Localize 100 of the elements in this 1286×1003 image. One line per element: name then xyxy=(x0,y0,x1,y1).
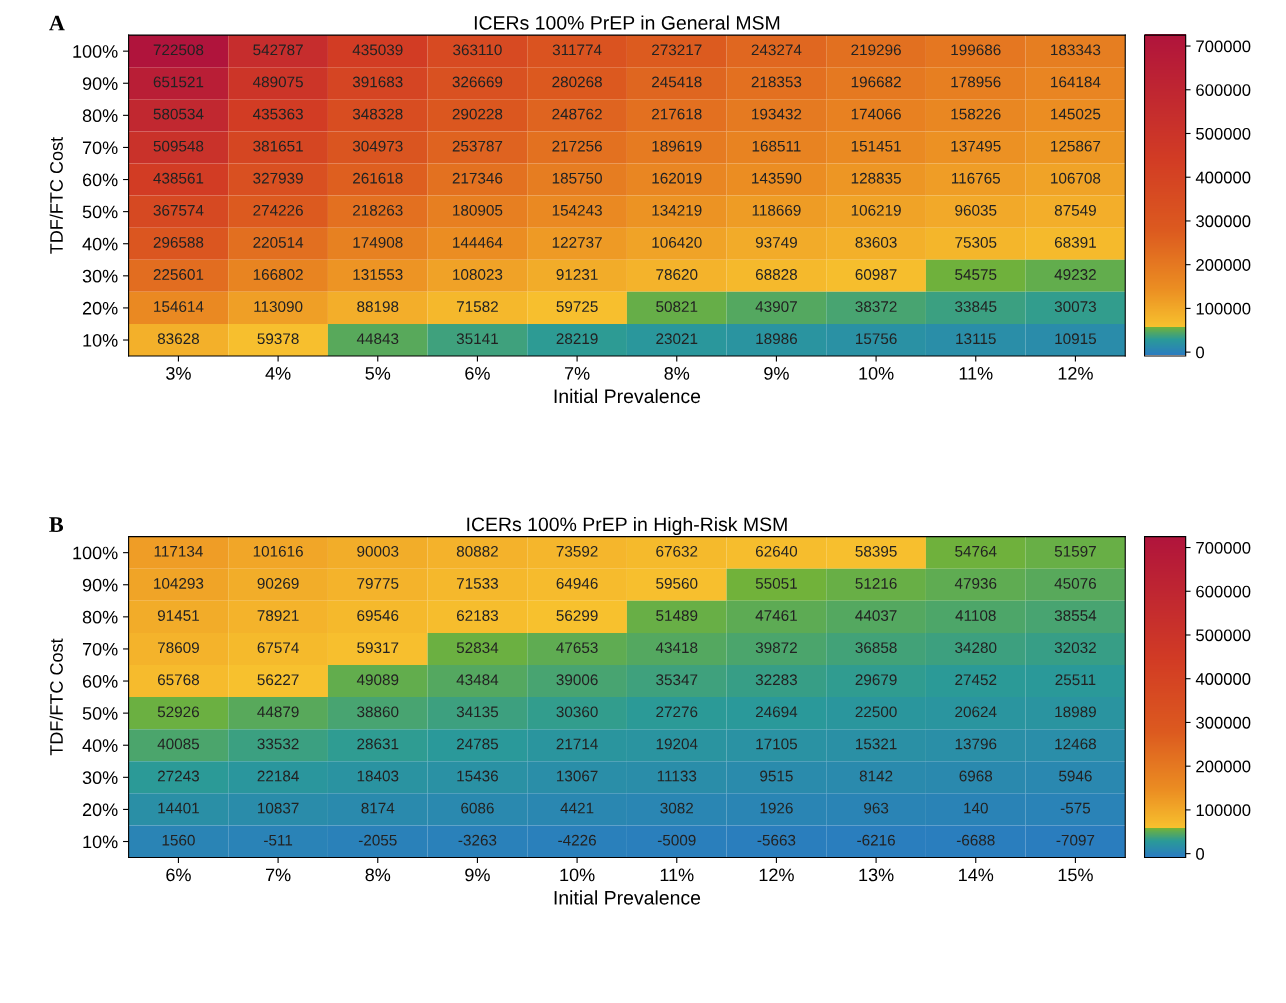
data-label: 225601 xyxy=(153,269,204,280)
data-label: 435363 xyxy=(252,108,303,120)
data-label: 6086 xyxy=(461,802,494,814)
data-label: 220514 xyxy=(253,237,304,248)
data-label: 44879 xyxy=(257,706,299,718)
data-label: 64946 xyxy=(556,578,598,589)
data-label: 47461 xyxy=(755,610,797,621)
data-label: 22500 xyxy=(855,706,897,718)
data-label: 106420 xyxy=(652,237,702,248)
x-tick-label: 4% xyxy=(265,367,291,380)
x-tick-label: 6% xyxy=(465,366,490,380)
data-label: 174066 xyxy=(851,108,901,120)
data-label: 311774 xyxy=(552,44,602,56)
data-label: 52926 xyxy=(157,706,199,718)
data-label: 18986 xyxy=(756,333,797,345)
data-label: 185750 xyxy=(552,172,602,184)
data-label: -2055 xyxy=(358,834,397,846)
data-label: 438561 xyxy=(153,172,204,184)
data-label: 88198 xyxy=(357,301,399,313)
data-label: 6968 xyxy=(959,770,993,782)
data-label: 44037 xyxy=(855,610,897,621)
data-label: 13067 xyxy=(557,770,598,782)
color-bar-label: 200000 xyxy=(1196,259,1251,271)
x-tick-label: 8% xyxy=(664,366,690,380)
data-label: 43907 xyxy=(755,301,797,313)
data-label: 8174 xyxy=(361,802,395,814)
data-label: 217346 xyxy=(452,172,503,184)
data-label: 18989 xyxy=(1055,706,1096,718)
data-label: 75305 xyxy=(955,237,997,248)
data-label: 15321 xyxy=(856,738,897,750)
data-label: 12468 xyxy=(1055,738,1096,750)
data-label: 52834 xyxy=(456,642,499,654)
data-label: 381651 xyxy=(253,140,303,152)
data-label: -7097 xyxy=(1056,834,1095,846)
y-tick-label: 60% xyxy=(82,674,118,688)
y-tick-label: 90% xyxy=(82,77,118,90)
data-label: -5663 xyxy=(757,834,796,846)
x-tick-label: 13% xyxy=(859,868,894,882)
data-label: 28219 xyxy=(556,333,598,345)
data-label: -3263 xyxy=(458,834,497,846)
x-tick-label: 15% xyxy=(1058,868,1093,882)
data-label: 39006 xyxy=(556,674,598,686)
data-label: 17105 xyxy=(756,738,798,750)
data-label: 183343 xyxy=(1051,44,1101,56)
data-label: 489075 xyxy=(252,76,303,88)
data-label: 154243 xyxy=(552,204,602,216)
data-label: 11133 xyxy=(657,770,697,782)
data-label: 15436 xyxy=(457,770,498,782)
data-label: 69546 xyxy=(357,610,399,621)
x-axis-title: Initial Prevalence xyxy=(554,890,701,905)
data-label: 219296 xyxy=(851,44,901,56)
data-label: 106219 xyxy=(851,204,901,216)
data-label: 59378 xyxy=(257,333,299,345)
data-label: 326669 xyxy=(452,76,503,88)
data-label: 54764 xyxy=(955,545,997,557)
data-label: 391683 xyxy=(352,76,403,88)
x-tick-label: 3% xyxy=(166,366,191,380)
data-label: 68828 xyxy=(755,269,797,280)
data-label: 162019 xyxy=(652,172,702,184)
data-label: 280268 xyxy=(552,76,602,88)
data-label: 39872 xyxy=(755,642,797,654)
y-tick-label: 80% xyxy=(82,610,118,624)
data-label: 33532 xyxy=(257,738,299,750)
data-label: 36858 xyxy=(855,642,897,654)
data-label: 131553 xyxy=(353,269,403,280)
data-label: 18403 xyxy=(357,770,399,782)
data-label: 58395 xyxy=(855,545,897,557)
data-label: -575 xyxy=(1060,802,1091,814)
data-label: 27243 xyxy=(157,770,199,782)
data-label: 140 xyxy=(964,802,988,814)
y-tick-label: 10% xyxy=(83,333,118,347)
data-label: 24694 xyxy=(755,706,798,718)
color-bar-label: 700000 xyxy=(1196,40,1251,53)
x-tick-label: 9% xyxy=(764,366,789,380)
data-label: 193432 xyxy=(752,108,802,120)
data-label: 327939 xyxy=(253,172,303,184)
data-label: 40085 xyxy=(157,738,200,750)
data-label: 71533 xyxy=(456,578,498,589)
data-label: 80882 xyxy=(456,545,498,557)
data-label: 435039 xyxy=(352,44,403,56)
data-label: 44843 xyxy=(356,333,399,345)
data-label: 30073 xyxy=(1054,301,1096,313)
y-tick-label: 80% xyxy=(82,109,118,123)
data-label: -6216 xyxy=(857,834,895,846)
data-label: 125867 xyxy=(1051,140,1101,152)
data-label: 51597 xyxy=(1054,545,1096,557)
data-label: 14401 xyxy=(158,802,199,814)
y-tick-label: 50% xyxy=(82,707,118,720)
y-tick-label: 20% xyxy=(82,803,118,817)
data-label: 83628 xyxy=(157,333,200,345)
data-label: -4226 xyxy=(558,834,596,846)
data-label: 348328 xyxy=(352,108,403,120)
data-label: 91451 xyxy=(157,610,199,621)
data-label: 34280 xyxy=(955,642,997,654)
y-tick-label: 90% xyxy=(82,578,118,592)
data-label: 168511 xyxy=(752,140,801,152)
data-label: 35141 xyxy=(456,333,498,345)
x-tick-label: 5% xyxy=(365,367,391,380)
y-tick-label: 50% xyxy=(82,205,118,219)
data-label: 43418 xyxy=(655,642,698,654)
